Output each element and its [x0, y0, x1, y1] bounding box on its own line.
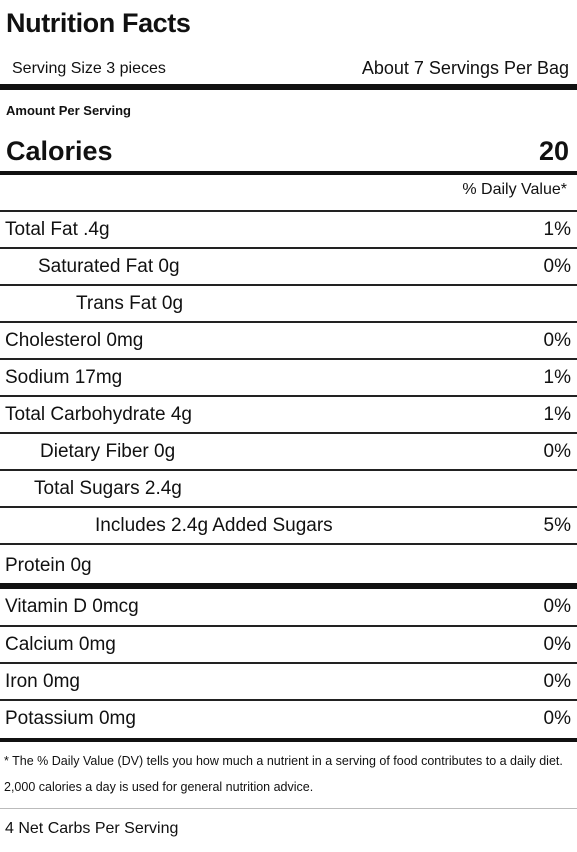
nutrient-row-cholesterol: Cholesterol 0mg 0% — [0, 323, 577, 359]
nutrient-label: Total Sugars 2.4g — [34, 478, 182, 499]
vitamin-label: Vitamin D 0mcg — [5, 596, 139, 617]
nutrient-label: Trans Fat 0g — [76, 293, 184, 314]
nutrient-dv: 1% — [543, 219, 571, 240]
nutrient-dv: 1% — [543, 367, 571, 388]
thick-divider — [0, 84, 577, 90]
servings-per-container: About 7 Servings Per Bag — [361, 58, 569, 78]
vitamin-row-iron: Iron 0mg 0% — [0, 664, 577, 700]
vitamin-row-vitamin-d: Vitamin D 0mcg 0% — [0, 589, 577, 625]
nutrient-label: Protein 0g — [5, 555, 92, 576]
row-divider — [0, 247, 577, 249]
row-divider — [0, 395, 577, 397]
nutrient-label: Sodium 17mg — [5, 367, 123, 388]
nutrient-dv: 0% — [543, 330, 571, 351]
nutrient-row-total-fat: Total Fat .4g 1% — [0, 212, 577, 248]
nutrient-label: Saturated Fat 0g — [38, 256, 180, 277]
nutrient-row-total-carbohydrate: Total Carbohydrate 4g 1% — [0, 397, 577, 433]
vitamin-label: Calcium 0mg — [5, 634, 116, 655]
label-title: Nutrition Facts — [6, 8, 191, 38]
nutrient-row-added-sugars: Includes 2.4g Added Sugars 5% — [0, 508, 577, 544]
calories-label: Calories — [6, 136, 113, 166]
calories-value: 20 — [538, 136, 569, 166]
daily-value-header: % Daily Value* — [462, 181, 567, 198]
vitamin-row-calcium: Calcium 0mg 0% — [0, 627, 577, 663]
vitamin-dv: 0% — [543, 708, 571, 729]
nutrient-label: Includes 2.4g Added Sugars — [95, 515, 333, 536]
row-divider — [0, 358, 577, 360]
vitamin-dv: 0% — [543, 596, 571, 617]
nutrient-label: Dietary Fiber 0g — [40, 441, 176, 462]
nutrient-label: Total Fat .4g — [5, 219, 110, 240]
nutrient-dv: 1% — [543, 404, 571, 425]
row-divider — [0, 284, 577, 286]
vitamin-label: Iron 0mg — [5, 671, 80, 692]
row-divider — [0, 321, 577, 323]
nutrient-label: Cholesterol 0mg — [5, 330, 144, 351]
row-divider — [0, 469, 577, 471]
row-divider — [0, 506, 577, 508]
vitamin-label: Potassium 0mg — [5, 708, 136, 729]
nutrient-row-total-sugars: Total Sugars 2.4g — [0, 471, 577, 507]
row-divider — [0, 625, 577, 627]
vitamin-row-potassium: Potassium 0mg 0% — [0, 701, 577, 737]
vitamin-dv: 0% — [543, 634, 571, 655]
nutrient-row-dietary-fiber: Dietary Fiber 0g 0% — [0, 434, 577, 470]
daily-value-footnote: * The % Daily Value (DV) tells you how m… — [4, 754, 563, 794]
amount-per-serving: Amount Per Serving — [6, 103, 131, 118]
thick-divider — [0, 583, 577, 589]
nutrient-label: Total Carbohydrate 4g — [5, 404, 192, 425]
row-divider — [0, 432, 577, 434]
footer-divider — [0, 808, 577, 809]
nutrient-dv: 0% — [543, 441, 571, 462]
row-divider — [0, 210, 577, 212]
medium-divider — [0, 171, 577, 175]
net-carbs-note: 4 Net Carbs Per Serving — [5, 820, 179, 837]
nutrient-dv: 0% — [543, 256, 571, 277]
row-divider — [0, 662, 577, 664]
nutrient-row-sodium: Sodium 17mg 1% — [0, 360, 577, 396]
nutrient-row-trans-fat: Trans Fat 0g — [0, 286, 577, 322]
serving-size: Serving Size 3 pieces — [12, 60, 166, 77]
vitamin-dv: 0% — [543, 671, 571, 692]
nutrient-row-protein: Protein 0g — [0, 548, 577, 584]
medium-divider — [0, 738, 577, 742]
nutrient-dv: 5% — [543, 515, 571, 536]
nutrient-row-saturated-fat: Saturated Fat 0g 0% — [0, 249, 577, 285]
row-divider — [0, 543, 577, 545]
row-divider — [0, 699, 577, 701]
